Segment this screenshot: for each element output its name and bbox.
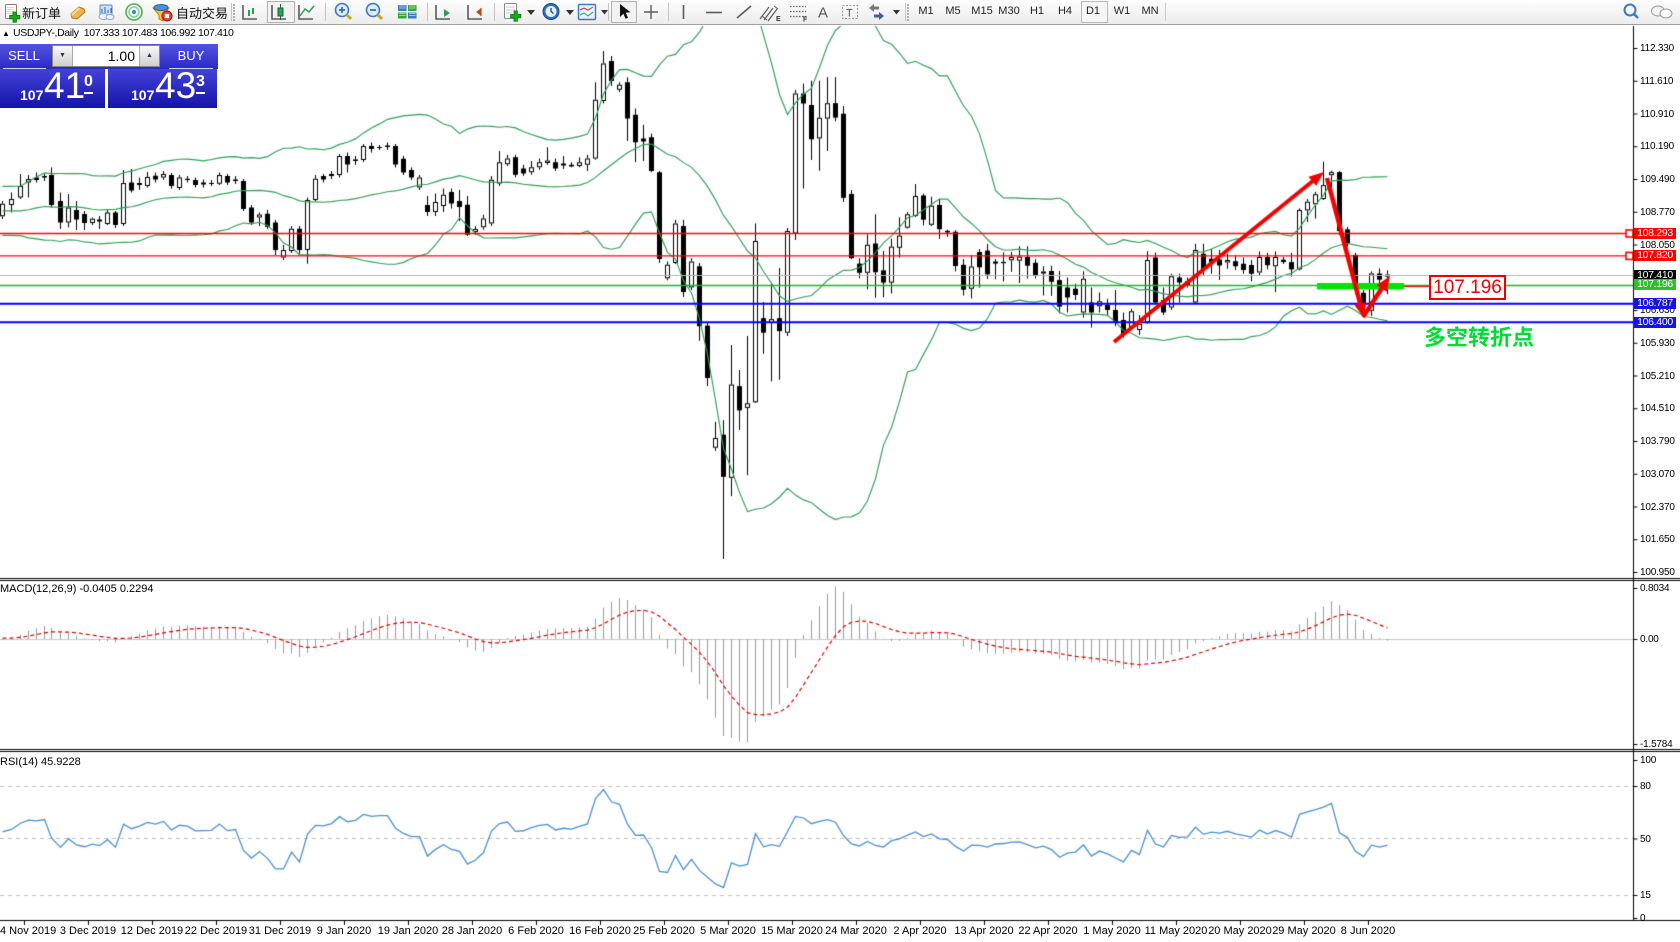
svg-text:E: E	[776, 16, 781, 23]
svg-text:A: A	[818, 5, 828, 22]
svg-text:F: F	[803, 17, 808, 24]
svg-text:T: T	[846, 8, 853, 20]
